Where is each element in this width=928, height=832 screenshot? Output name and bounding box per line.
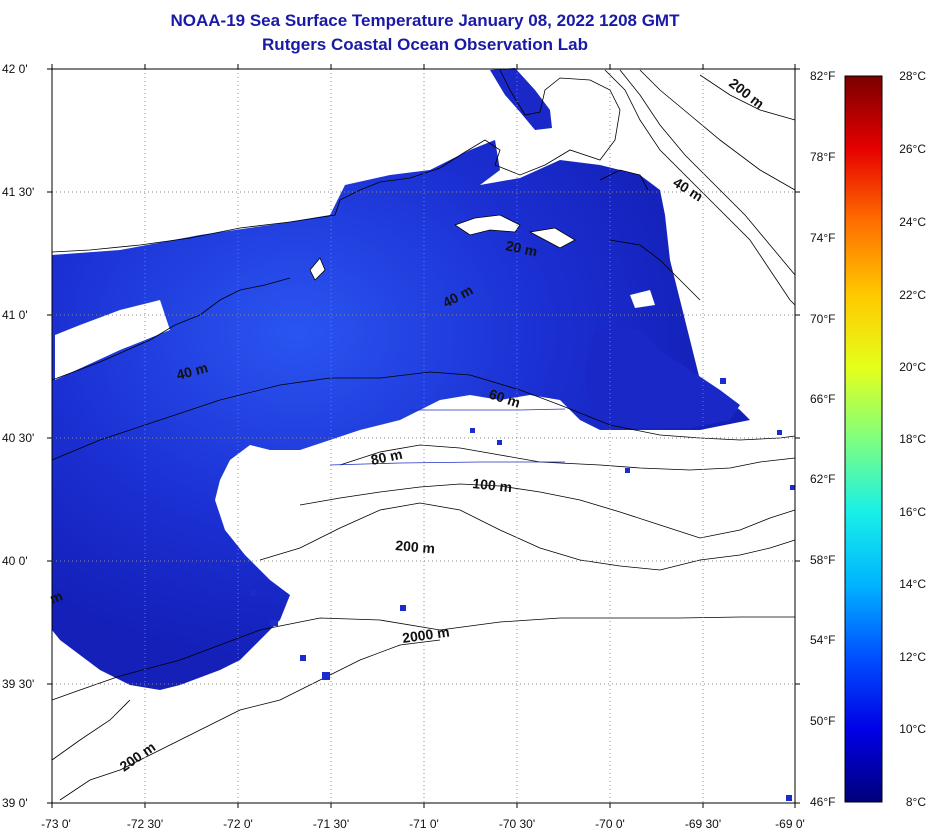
colorbar-f-58: 58°F [810,553,836,567]
colorbar-f-46: 46°F [810,795,836,809]
lat-label-41-30: 41 30' [2,185,35,199]
colorbar-c-10: 10°C [899,722,926,736]
colorbar-f-50: 50°F [810,714,836,728]
map-frame [47,64,800,808]
depth-label-80m: 80 m [369,446,404,468]
depth-label-40m-west: 40 m [175,359,210,383]
sst-water-region [52,68,750,690]
colorbar-c-28: 28°C [899,69,926,83]
depth-label-2000m: 2000 m [401,624,450,646]
temperature-colorbar [844,75,883,803]
sst-pixel-speckles [230,378,795,801]
depth-label-100m: 100 m [472,475,513,495]
depth-label-20m: 20 m [504,237,539,259]
colorbar-f-66: 66°F [810,392,836,406]
colorbar-f-74: 74°F [810,231,836,245]
lat-label-39-30: 39 30' [2,677,35,691]
lat-label-40-0: 40 0' [2,554,28,568]
lon-label-73-0: -73 0' [41,817,71,831]
colorbar-c-8: 8°C [905,795,926,809]
lon-label-72-30: -72 30' [126,817,164,831]
colorbar-c-20: 20°C [899,360,926,374]
colorbar-c-22: 22°C [899,288,926,302]
lat-label-41-0: 41 0' [2,308,28,322]
colorbar-c-18: 18°C [899,432,926,446]
colorbar-f-70: 70°F [810,312,836,326]
lon-label-72-0: -72 0' [223,817,253,831]
lat-label-39-0: 39 0' [2,796,28,810]
depth-label-200m-shelf: 200 m [395,537,436,556]
depth-label-200m-sw: 200 m [117,739,159,775]
lon-label-69-30: -69 30' [684,817,722,831]
colorbar-c-24: 24°C [899,215,926,229]
map-title: NOAA-19 Sea Surface Temperature January … [170,11,680,30]
colorbar-f-54: 54°F [810,633,836,647]
lon-label-71-30: -71 30' [312,817,350,831]
colorbar-f-62: 62°F [810,472,836,486]
colorbar-f-82: 82°F [810,69,836,83]
map-subtitle: Rutgers Coastal Ocean Observation Lab [262,35,588,54]
depth-label-m-edge: m [48,588,65,607]
colorbar-c-12: 12°C [899,650,926,664]
lat-label-42-0: 42 0' [2,62,28,76]
lon-label-71-0: -71 0' [409,817,439,831]
colorbar-f-78: 78°F [810,150,836,164]
depth-contours [51,69,796,801]
lon-label-69-0: -69 0' [775,817,805,831]
lat-label-40-30: 40 30' [2,431,35,445]
colorbar-c-14: 14°C [899,577,926,591]
colorbar-c-26: 26°C [899,142,926,156]
colorbar-c-16: 16°C [899,505,926,519]
lon-label-70-30: -70 30' [498,817,536,831]
lon-label-70-0: -70 0' [595,817,625,831]
depth-label-200m-ne: 200 m [726,75,767,112]
